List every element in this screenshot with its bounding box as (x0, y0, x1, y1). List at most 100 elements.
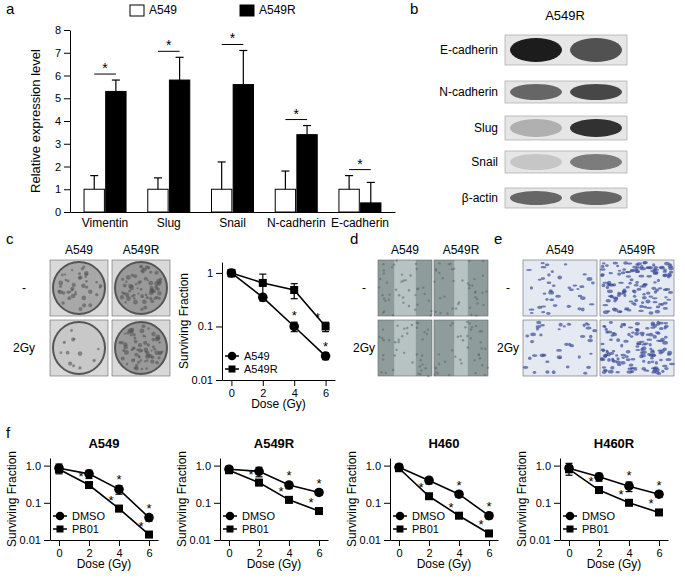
cell (576, 288, 579, 290)
tick-mark (64, 98, 70, 99)
cell (585, 322, 588, 324)
cell (606, 299, 611, 303)
tick: 1 (55, 183, 70, 195)
cell (655, 331, 660, 334)
colony (120, 295, 124, 299)
well (53, 322, 105, 374)
cell (601, 349, 605, 352)
colony (99, 286, 102, 289)
legend-marker (227, 526, 234, 533)
cell (601, 273, 605, 276)
cell (552, 285, 556, 287)
cell (612, 332, 615, 335)
tick-mark (64, 212, 70, 213)
cell (658, 287, 662, 289)
legend-label: A549R (244, 363, 278, 375)
cell (615, 354, 618, 357)
cell (568, 343, 571, 347)
cell (645, 300, 650, 304)
image (378, 259, 433, 316)
image-bg (50, 320, 108, 376)
tick-mark (231, 380, 232, 386)
cell (438, 363, 440, 365)
cell (612, 297, 617, 300)
cell (380, 371, 382, 373)
cell (648, 333, 653, 337)
cell (541, 311, 545, 313)
tick: 0 (56, 540, 62, 559)
tick-mark (629, 540, 630, 546)
significance: * (588, 474, 593, 489)
cell (602, 282, 608, 284)
cell (414, 309, 416, 311)
cell (479, 330, 481, 332)
cell (655, 310, 660, 314)
colony (147, 266, 150, 269)
tick-mark (64, 53, 70, 54)
tick-label: 1.0 (366, 460, 381, 472)
cell (422, 338, 424, 340)
tick-label: 0.01 (192, 374, 213, 386)
blot-frame (505, 151, 627, 173)
cell (572, 284, 577, 286)
cell (629, 363, 634, 366)
cell (541, 262, 545, 264)
cell (478, 354, 480, 356)
significance: * (315, 310, 320, 325)
colony (126, 275, 131, 280)
image (378, 320, 432, 377)
cell (600, 268, 606, 270)
axis-title: Relative expression level (28, 49, 43, 193)
colony (60, 351, 63, 354)
cell (449, 263, 451, 265)
colony (81, 296, 86, 301)
tick: 4 (55, 115, 70, 127)
cell (530, 340, 534, 343)
blot-frame (505, 188, 627, 208)
colony (126, 331, 130, 335)
cell (626, 358, 631, 361)
colony (145, 294, 148, 297)
tick-label: 0.1 (536, 497, 551, 509)
image-frame (378, 320, 432, 376)
well (53, 262, 105, 314)
cell (668, 291, 673, 294)
bar (275, 189, 295, 212)
cell (439, 312, 441, 314)
cell (668, 266, 673, 270)
tick: 2 (55, 161, 70, 173)
cell (651, 361, 654, 364)
significance: * (78, 469, 83, 484)
cell (608, 272, 613, 274)
tick-label: 6 (656, 547, 662, 559)
tick-label: 0.1 (26, 497, 41, 509)
point (565, 465, 573, 473)
panel-label: b (410, 0, 418, 17)
colony (158, 351, 162, 355)
tick: 6 (486, 540, 492, 559)
bar (211, 189, 231, 212)
image (434, 320, 489, 376)
tick: 6 (323, 380, 329, 399)
error-bar (259, 274, 266, 297)
cell (606, 310, 610, 312)
cell (646, 291, 650, 294)
tick: 4 (626, 540, 632, 559)
wound-gap (454, 260, 468, 316)
line (229, 469, 319, 492)
cell (611, 358, 614, 361)
cell (635, 322, 640, 326)
colony (155, 286, 157, 288)
tick: 2 (86, 540, 92, 559)
cell (417, 288, 419, 290)
cell (634, 299, 638, 303)
point (394, 462, 404, 472)
axis-title: Surviving Fraction (177, 273, 191, 369)
colony (157, 356, 160, 359)
cell (609, 338, 613, 341)
wound-gap (394, 260, 416, 316)
cell (663, 307, 668, 310)
tick: 1 (207, 267, 222, 279)
cell (553, 304, 558, 307)
significance: * (656, 478, 661, 493)
